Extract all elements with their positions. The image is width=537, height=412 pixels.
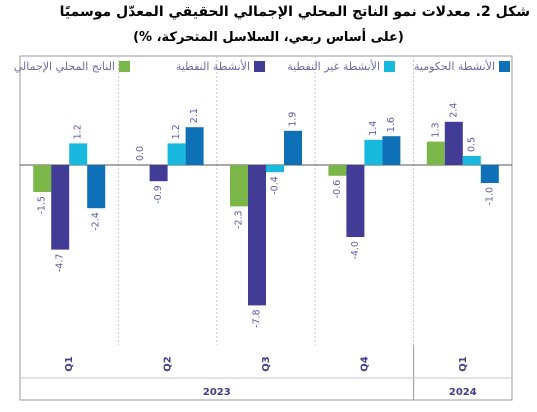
bar bbox=[480, 165, 499, 183]
bar bbox=[328, 165, 347, 176]
x-tick-label: Q1 bbox=[64, 356, 75, 372]
plot-frame bbox=[19, 55, 513, 401]
bar bbox=[444, 121, 463, 165]
legend-label: الأنشطة غير النفطية bbox=[287, 59, 380, 73]
bar bbox=[248, 165, 266, 306]
bar bbox=[149, 165, 168, 182]
chart-title: شكل 2. معدلات نمو الناتج المحلي الإجمالي… bbox=[59, 4, 530, 20]
bar bbox=[33, 165, 52, 192]
bar bbox=[382, 136, 401, 165]
legend-swatch bbox=[254, 61, 265, 72]
x-tick-label: Q4 bbox=[359, 356, 370, 372]
data-label: -2.4 bbox=[91, 212, 102, 231]
data-label: 1.4 bbox=[368, 121, 379, 136]
bar bbox=[462, 156, 481, 165]
bar bbox=[69, 143, 88, 165]
legend-swatch bbox=[119, 61, 130, 72]
data-label: 0.0 bbox=[135, 146, 146, 161]
data-label: 2.4 bbox=[448, 103, 459, 118]
data-label: -1.5 bbox=[37, 196, 48, 215]
data-label: 0.5 bbox=[466, 137, 477, 152]
x-tick-label: Q2 bbox=[163, 356, 174, 372]
data-label: 1.2 bbox=[171, 124, 182, 139]
data-label: 1.9 bbox=[288, 112, 299, 127]
bar bbox=[167, 143, 186, 165]
year-label: 2024 bbox=[449, 387, 477, 398]
chart-subtitle: (على أساس ربعي، السلاسل المتحركة، %) bbox=[133, 30, 404, 45]
bar bbox=[266, 165, 284, 173]
data-label: -2.3 bbox=[234, 210, 245, 229]
bar bbox=[364, 139, 383, 165]
x-tick-label: Q1 bbox=[458, 356, 469, 372]
data-label: -0.9 bbox=[153, 185, 164, 204]
x-tick-label: Q3 bbox=[261, 356, 272, 372]
data-label: 1.2 bbox=[73, 124, 84, 139]
year-label: 2023 bbox=[203, 387, 231, 398]
data-label: -4.0 bbox=[350, 241, 361, 260]
legend-swatch bbox=[499, 61, 510, 72]
legend-swatch bbox=[384, 61, 395, 72]
data-label: -1.0 bbox=[484, 187, 495, 206]
bar bbox=[230, 165, 248, 207]
data-label: -7.8 bbox=[252, 309, 263, 328]
bar bbox=[51, 165, 70, 250]
data-label: -0.4 bbox=[270, 176, 281, 195]
bar bbox=[284, 130, 302, 165]
legend-label: الأنشطة الحكومية bbox=[414, 59, 495, 73]
bar bbox=[185, 127, 204, 165]
data-label: 2.1 bbox=[189, 108, 200, 123]
data-label: -4.7 bbox=[55, 254, 66, 273]
bar bbox=[426, 141, 445, 165]
bar bbox=[346, 165, 365, 237]
data-label: 1.6 bbox=[386, 117, 397, 132]
legend-label: الناتج المحلي الإجمالي bbox=[14, 60, 115, 73]
data-label: 1.3 bbox=[430, 122, 441, 137]
bar bbox=[87, 165, 106, 209]
legend-label: الأنشطة النفطية bbox=[176, 59, 250, 73]
data-label: -0.6 bbox=[332, 180, 343, 199]
